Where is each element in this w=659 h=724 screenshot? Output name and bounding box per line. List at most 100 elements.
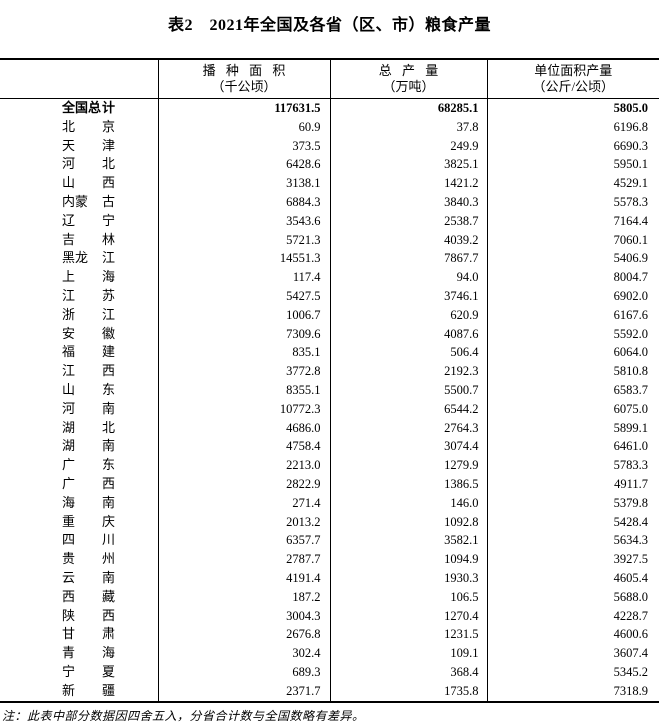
yield-value: 6196.8 (486, 117, 659, 137)
total-output-value: 1279.9 (329, 456, 487, 475)
yield-value: 7060.1 (486, 230, 659, 250)
sown-area-value: 689.3 (157, 662, 330, 682)
total-output-value: 3582.1 (329, 531, 487, 551)
region-name: 内蒙古 (62, 193, 115, 209)
region-name-cell: 云南 (0, 569, 158, 588)
total-output-value: 3746.1 (329, 286, 487, 306)
yield-value: 6075.0 (486, 399, 659, 419)
region-name-cell: 宁夏 (0, 663, 158, 682)
region-name-cell: 贵州 (0, 550, 158, 569)
sown-area-value: 5427.5 (157, 286, 330, 306)
sown-area-value: 2013.2 (157, 512, 330, 532)
table-row: 河南 10772.3 6544.2 6075.0 (0, 399, 659, 419)
yield-value: 5345.2 (486, 662, 659, 682)
total-output-value: 94.0 (329, 268, 487, 287)
total-row: 全国总计 117631.5 68285.1 5805.0 (0, 98, 659, 118)
region-name-cell: 西藏 (0, 588, 158, 607)
region-name: 甘肃 (62, 626, 115, 642)
total-output-value: 106.5 (329, 587, 487, 607)
sown-area-value: 7309.6 (157, 324, 330, 344)
region-name: 青海 (62, 645, 115, 661)
table-row: 甘肃 2676.8 1231.5 4600.6 (0, 625, 659, 645)
sown-area-value: 1006.7 (157, 305, 330, 325)
yield-value: 6167.6 (486, 305, 659, 325)
sown-area-value: 117631.5 (157, 98, 330, 118)
table-row: 新疆 2371.7 1735.8 7318.9 (0, 681, 659, 702)
region-name: 陕西 (62, 607, 115, 623)
region-name-cell: 山东 (0, 381, 158, 400)
region-name: 西藏 (62, 588, 115, 604)
sown-area-value: 3004.3 (157, 606, 330, 626)
total-output-value: 3840.3 (329, 192, 487, 212)
sown-area-value: 60.9 (157, 117, 330, 137)
table-row: 重庆 2013.2 1092.8 5428.4 (0, 512, 659, 532)
yield-value: 6064.0 (486, 343, 659, 363)
total-output-value: 109.1 (329, 644, 487, 663)
yield-value: 5428.4 (486, 512, 659, 532)
header-region (0, 59, 158, 99)
region-name-cell: 山西 (0, 174, 158, 193)
total-output-value: 2538.7 (329, 211, 487, 231)
region-name-cell: 吉林 (0, 231, 158, 250)
region-name: 安徽 (62, 325, 115, 341)
table-row: 山西 3138.1 1421.2 4529.1 (0, 174, 659, 193)
region-name-cell: 河南 (0, 400, 158, 419)
region-name-cell: 安徽 (0, 325, 158, 344)
region-name-cell: 辽宁 (0, 212, 158, 231)
region-name: 全国总计 (62, 100, 115, 115)
sown-area-value: 117.4 (157, 268, 330, 287)
yield-value: 6583.7 (486, 380, 659, 400)
total-output-value: 1421.2 (329, 174, 487, 193)
sown-area-value: 271.4 (157, 493, 330, 513)
table-row: 江西 3772.8 2192.3 5810.8 (0, 362, 659, 381)
region-name: 辽宁 (62, 212, 115, 228)
region-name-cell: 新疆 (0, 682, 158, 702)
yield-value: 5634.3 (486, 531, 659, 551)
sown-area-value: 2676.8 (157, 625, 330, 645)
total-output-value: 506.4 (329, 343, 487, 363)
yield-value: 5592.0 (486, 324, 659, 344)
region-name: 海南 (62, 494, 115, 510)
region-name: 福建 (62, 344, 115, 360)
region-name: 重庆 (62, 513, 115, 529)
total-output-value: 68285.1 (329, 98, 487, 118)
region-name: 四川 (62, 532, 115, 548)
region-name-cell: 北京 (0, 118, 158, 137)
header-yield: 单位面积产量 （公斤/公顷） (486, 59, 659, 99)
region-name: 云南 (62, 569, 115, 585)
region-name-cell: 福建 (0, 343, 158, 362)
yield-value: 5783.3 (486, 456, 659, 475)
yield-value: 5379.8 (486, 493, 659, 513)
region-name-cell: 湖南 (0, 437, 158, 456)
table-row: 吉林 5721.3 4039.2 7060.1 (0, 230, 659, 250)
region-name-cell: 全国总计 (0, 99, 158, 118)
yield-value: 6690.3 (486, 136, 659, 156)
table-row: 安徽 7309.6 4087.6 5592.0 (0, 324, 659, 344)
yield-value: 7164.4 (486, 211, 659, 231)
header-total-output-unit: （万吨） (382, 79, 435, 94)
region-name: 黑龙江 (62, 250, 115, 266)
sown-area-value: 187.2 (157, 587, 330, 607)
yield-value: 5810.8 (486, 362, 659, 381)
header-sown-area-label: 播 种 面 积 (202, 63, 286, 78)
header-row: 播 种 面 积 （千公顷） 总 产 量 （万吨） 单位面积产量 （公斤/公顷） (0, 59, 659, 99)
table-row: 四川 6357.7 3582.1 5634.3 (0, 531, 659, 551)
region-name: 山东 (62, 381, 115, 397)
header-sown-area-unit: （千公顷） (211, 79, 277, 94)
region-name: 浙江 (62, 306, 115, 322)
total-output-value: 1735.8 (329, 681, 487, 702)
sown-area-value: 3772.8 (157, 362, 330, 381)
total-output-value: 6544.2 (329, 399, 487, 419)
sown-area-value: 2213.0 (157, 456, 330, 475)
yield-value: 4600.6 (486, 625, 659, 645)
total-output-value: 620.9 (329, 305, 487, 325)
yield-value: 7318.9 (486, 681, 659, 702)
region-name-cell: 广东 (0, 456, 158, 475)
table-row: 北京 60.9 37.8 6196.8 (0, 117, 659, 137)
table-row: 青海 302.4 109.1 3607.4 (0, 644, 659, 663)
total-output-value: 3825.1 (329, 155, 487, 175)
header-total-output: 总 产 量 （万吨） (329, 59, 487, 99)
table-row: 浙江 1006.7 620.9 6167.6 (0, 305, 659, 325)
yield-value: 8004.7 (486, 268, 659, 287)
region-name-cell: 甘肃 (0, 625, 158, 644)
